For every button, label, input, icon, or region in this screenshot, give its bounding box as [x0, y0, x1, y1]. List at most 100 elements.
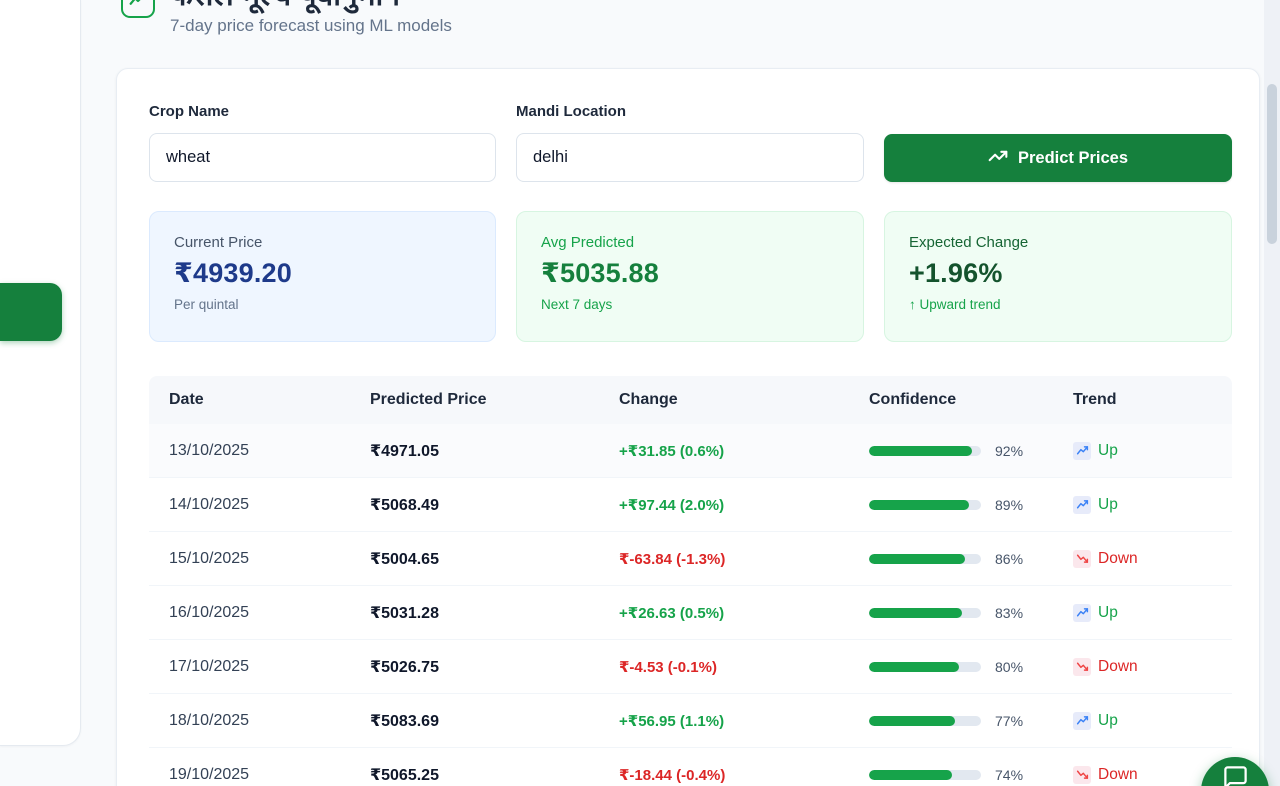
change-cell: +₹26.63 (0.5%) [619, 604, 725, 622]
stat-value: ₹5035.88 [541, 258, 659, 288]
trend-label: Up [1098, 711, 1118, 729]
trend-cell: Up [1073, 711, 1212, 730]
confidence-percent: 74% [995, 766, 1024, 783]
crop-name-label: Crop Name [149, 103, 230, 120]
stat-note: ↑ Upward trend [909, 297, 1001, 312]
trend-cell: Up [1073, 495, 1212, 514]
current-price-card: Current Price ₹4939.20 Per quintal [149, 211, 496, 342]
table-row: 16/10/2025 ₹5031.28 +₹26.63 (0.5%) 83% Up [149, 586, 1232, 640]
trend-up-icon [1073, 711, 1091, 730]
page-title: फसल मूल्य पूर्वानुमान [170, 0, 400, 14]
mandi-location-input[interactable] [516, 133, 864, 182]
date-cell: 16/10/2025 [169, 603, 250, 621]
table-body: 13/10/2025 ₹4971.05 +₹31.85 (0.6%) 92% Up 14/… [149, 424, 1232, 786]
predict-prices-label: Predict Prices [1017, 148, 1129, 167]
column-header-confidence: Confidence [869, 391, 957, 408]
trend-label: Down [1098, 549, 1138, 567]
crop-name-input[interactable] [149, 133, 496, 182]
trend-label: Up [1098, 495, 1118, 513]
table-row: 19/10/2025 ₹5065.25 ₹-18.44 (-0.4%) 74% Down [149, 748, 1232, 786]
confidence-cell: 77% [869, 713, 1073, 729]
column-header-date: Date [169, 391, 204, 408]
confidence-bar [869, 445, 981, 456]
confidence-bar [869, 607, 981, 618]
date-cell: 15/10/2025 [169, 549, 250, 567]
confidence-bar [869, 553, 981, 564]
change-cell: +₹56.95 (1.1%) [619, 712, 725, 730]
confidence-cell: 86% [869, 551, 1073, 567]
trend-cell: Down [1073, 657, 1212, 676]
confidence-cell: 83% [869, 605, 1073, 621]
confidence-percent: 89% [995, 496, 1024, 513]
column-header-price: Predicted Price [370, 391, 487, 408]
confidence-cell: 80% [869, 659, 1073, 675]
change-cell: +₹31.85 (0.6%) [619, 442, 725, 460]
table-row: 14/10/2025 ₹5068.49 +₹97.44 (2.0%) 89% Up [149, 478, 1232, 532]
forecast-table: Date Predicted Price Change Confidence T… [149, 376, 1232, 786]
confidence-bar [869, 715, 981, 726]
scrollbar-thumb[interactable] [1267, 84, 1277, 244]
trend-up-icon [1073, 603, 1091, 622]
trend-cell: Up [1073, 603, 1212, 622]
confidence-cell: 92% [869, 443, 1073, 459]
trend-label: Down [1098, 765, 1138, 783]
scrollbar-track[interactable] [1264, 0, 1280, 786]
stat-note: Per quintal [174, 297, 239, 312]
predicted-price-cell: ₹5068.49 [370, 496, 439, 514]
avg-predicted-card: Avg Predicted ₹5035.88 Next 7 days [516, 211, 864, 342]
predict-prices-button[interactable]: Predict Prices [884, 134, 1232, 182]
trend-down-icon [1073, 765, 1091, 784]
trend-down-icon [1073, 657, 1091, 676]
date-cell: 17/10/2025 [169, 657, 250, 675]
trend-up-icon [1073, 495, 1091, 514]
confidence-percent: 83% [995, 604, 1024, 621]
stat-note: Next 7 days [541, 297, 613, 312]
predicted-price-cell: ₹5031.28 [370, 604, 439, 622]
confidence-percent: 92% [995, 442, 1024, 459]
table-header-row: Date Predicted Price Change Confidence T… [149, 376, 1232, 424]
confidence-percent: 77% [995, 712, 1024, 729]
predicted-price-cell: ₹4971.05 [370, 442, 439, 460]
stat-value: ₹4939.20 [174, 258, 292, 288]
stat-label: Current Price [174, 234, 263, 251]
table-row: 17/10/2025 ₹5026.75 ₹-4.53 (-0.1%) 80% Down [149, 640, 1232, 694]
change-cell: +₹97.44 (2.0%) [619, 496, 725, 514]
stat-label: Expected Change [909, 234, 1029, 251]
confidence-percent: 86% [995, 550, 1024, 567]
change-cell: ₹-63.84 (-1.3%) [619, 550, 726, 568]
table-row: 18/10/2025 ₹5083.69 +₹56.95 (1.1%) 77% Up [149, 694, 1232, 748]
sidebar [0, 0, 81, 746]
date-cell: 18/10/2025 [169, 711, 250, 729]
stat-label: Avg Predicted [541, 234, 635, 251]
mandi-location-label: Mandi Location [516, 103, 626, 120]
date-cell: 14/10/2025 [169, 495, 250, 513]
date-cell: 19/10/2025 [169, 765, 250, 783]
page-subtitle: 7-day price forecast using ML models [170, 16, 452, 35]
trend-up-icon [1073, 441, 1091, 460]
trending-up-icon [988, 146, 1008, 171]
message-square-icon [1222, 757, 1249, 786]
change-cell: ₹-4.53 (-0.1%) [619, 658, 717, 676]
trend-down-icon [1073, 549, 1091, 568]
table-row: 15/10/2025 ₹5004.65 ₹-63.84 (-1.3%) 86% Down [149, 532, 1232, 586]
confidence-cell: 74% [869, 767, 1073, 783]
trend-label: Up [1098, 603, 1118, 621]
confidence-bar [869, 661, 981, 672]
change-cell: ₹-18.44 (-0.4%) [619, 766, 726, 784]
expected-change-card: Expected Change +1.96% ↑ Upward trend [884, 211, 1232, 342]
predicted-price-cell: ₹5004.65 [370, 550, 439, 568]
trend-cell: Down [1073, 765, 1212, 784]
trend-label: Down [1098, 657, 1138, 675]
predicted-price-cell: ₹5026.75 [370, 658, 439, 676]
line-chart-icon [121, 0, 155, 18]
table-row: 13/10/2025 ₹4971.05 +₹31.85 (0.6%) 92% Up [149, 424, 1232, 478]
trend-label: Up [1098, 441, 1118, 459]
confidence-bar [869, 769, 981, 780]
date-cell: 13/10/2025 [169, 441, 250, 459]
column-header-change: Change [619, 391, 678, 408]
sidebar-toggle-button[interactable] [0, 283, 62, 341]
predicted-price-cell: ₹5065.25 [370, 766, 439, 784]
predicted-price-cell: ₹5083.69 [370, 712, 439, 730]
confidence-bar [869, 499, 981, 510]
